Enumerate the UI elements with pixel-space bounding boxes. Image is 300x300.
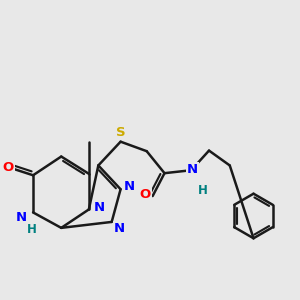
Text: H: H <box>198 184 208 196</box>
Text: N: N <box>94 202 105 214</box>
Text: N: N <box>187 163 198 176</box>
Text: N: N <box>16 211 27 224</box>
Text: H: H <box>27 223 37 236</box>
Text: O: O <box>3 161 14 174</box>
Text: N: N <box>124 180 135 193</box>
Text: O: O <box>140 188 151 201</box>
Text: N: N <box>113 222 125 235</box>
Text: S: S <box>116 126 126 139</box>
